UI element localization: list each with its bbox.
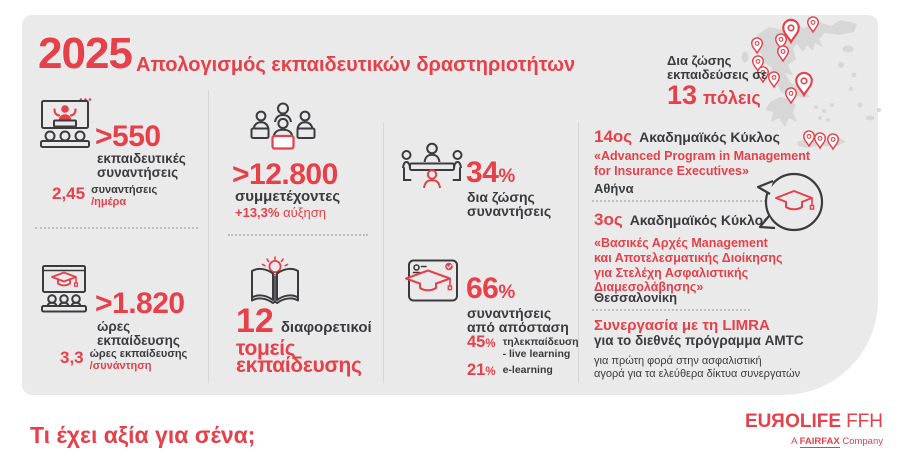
dotted-divider [592, 309, 750, 311]
meetings-rate-unit: /ημέρα [91, 195, 127, 208]
remote-value: 66% [466, 274, 515, 304]
classroom-board-icon [41, 265, 87, 313]
hours-value: >1.820 [95, 287, 185, 320]
participants-growth: +13,3% αύξηση [235, 206, 326, 219]
live-learning-label: τηλεκπαίδευση - live learning [502, 336, 579, 360]
hours-rate-value: 3,3 [60, 348, 84, 367]
location-pin-icon [768, 71, 780, 88]
remote-number: 66 [466, 272, 499, 305]
sectors-value: 12 [236, 302, 274, 340]
eurolife-logo: EUROLIFE FFH A FAIRFAX Company [693, 411, 883, 448]
participants-label: συμμετέχοντες [235, 188, 341, 205]
cycle2-ordinal: 3ος [594, 210, 623, 229]
participants-growth-value: +13,3% [235, 205, 280, 220]
online-participants-icon [250, 102, 316, 150]
cycle2-label: Ακαδημαϊκός Κύκλος [629, 212, 771, 228]
map-cities: 13 πόλεις [667, 82, 761, 109]
hours-label: ώρες εκπαίδευσης [97, 319, 180, 348]
dotted-divider [228, 234, 368, 236]
page-year: 2025 [38, 29, 133, 78]
logo-ffh: FFH [846, 411, 883, 432]
cycle1-ordinal: 14ος [594, 127, 633, 146]
limra-note: για πρώτη φορά στην ασφαλιστική αγορά γι… [594, 355, 801, 380]
eurolife-wordmark: EUROLIFE FFH [693, 411, 883, 432]
e-learning-screen-icon [405, 259, 458, 302]
graduation-speech-bubble-icon [756, 172, 824, 232]
presenter-audience-icon [40, 98, 92, 148]
fairfax-suffix: Company [842, 436, 883, 447]
page-title: Απολογισμός εκπαιδευτικών δραστηριοτήτων [136, 54, 576, 76]
in-person-number: 34 [466, 156, 499, 189]
map-cities-unit: πόλεις [703, 88, 761, 108]
meetings-rate-label: συναντήσεις [91, 184, 158, 196]
greece-map [741, 16, 881, 150]
remote-breakdown-live: 45% τηλεκπαίδευση - live learning [467, 334, 579, 360]
meeting-table-icon [401, 142, 463, 189]
limra-subtitle: για το διεθνές πρόγραμμα AMTC [594, 333, 804, 348]
academic-cycle-2: 3ος Ακαδημαϊκός Κύκλος [594, 211, 770, 228]
column-divider [383, 123, 384, 383]
academic-cycle-1: 14ος Ακαδημαϊκός Κύκλος [594, 128, 780, 145]
cycle2-program: «Βασικές Αρχές Management και Αποτελεσμα… [594, 236, 783, 295]
in-person-label: δια ζώσης συναντήσεις [467, 189, 552, 219]
cycle1-program: «Advanced Program in Management for Insu… [594, 149, 811, 178]
remote-unit: % [498, 282, 515, 303]
dotted-divider [592, 200, 770, 202]
limra-title: Συνεργασία με τη LIMRA [594, 317, 770, 334]
meetings-value: >550 [95, 120, 161, 153]
logo-eu: EU [744, 411, 772, 432]
participants-growth-label: αύξηση [283, 205, 327, 220]
in-person-unit: % [498, 166, 515, 187]
sectors-sublabel: τομείς εκπαίδευσης [236, 337, 362, 378]
column-divider [578, 123, 579, 383]
hours-rate-unit: /συνάντηση [89, 359, 152, 372]
dotted-divider [35, 227, 198, 229]
cycle1-label: Ακαδημαϊκός Κύκλος [639, 129, 780, 145]
book-idea-icon [251, 256, 299, 304]
remote-label: συναντήσεις από απόσταση [467, 305, 569, 335]
fairfax-prefix: A [791, 436, 797, 447]
column-divider [208, 90, 209, 383]
hours-rate-label: ώρες εκπαίδευσης [89, 348, 188, 360]
in-person-value: 34% [466, 158, 515, 188]
infographic-card [22, 15, 878, 395]
elearning-label: e-learning [502, 364, 553, 376]
sectors-headline: 12 διαφορετικοί [236, 304, 372, 338]
elearning-unit: % [485, 366, 496, 378]
hours-rate: 3,3 ώρες εκπαίδευσης /συνάντηση [60, 348, 188, 372]
brand-tagline: Τι έχει αξία για σένα; [30, 422, 256, 448]
logo-reversed-r: R [771, 411, 786, 432]
live-learning-value: 45 [467, 333, 486, 351]
meetings-rate: 2,45 συναντήσεις /ημέρα [52, 184, 158, 208]
cycle1-city: Αθήνα [594, 181, 634, 196]
live-learning-unit: % [485, 338, 496, 350]
elearning-value: 21 [467, 361, 486, 379]
cycle2-city: Θεσσαλονίκη [594, 290, 678, 305]
meetings-rate-value: 2,45 [52, 184, 86, 203]
meetings-label: εκπαιδευτικές συναντήσεις [97, 151, 186, 180]
fairfax-line: A FAIRFAX Company [693, 436, 883, 448]
location-pin-icon [827, 133, 839, 150]
map-cities-number: 13 [667, 80, 698, 110]
map-caption: Δια ζώσης εκπαιδεύσεις σε [667, 53, 768, 82]
sectors-label: διαφορετικοί [280, 319, 372, 336]
remote-breakdown-elearning: 21% e-learning [467, 362, 553, 379]
fairfax-brand: FAIRFAX [799, 436, 840, 448]
logo-olife: OLIFE [785, 411, 842, 432]
participants-value: >12.800 [232, 158, 338, 191]
